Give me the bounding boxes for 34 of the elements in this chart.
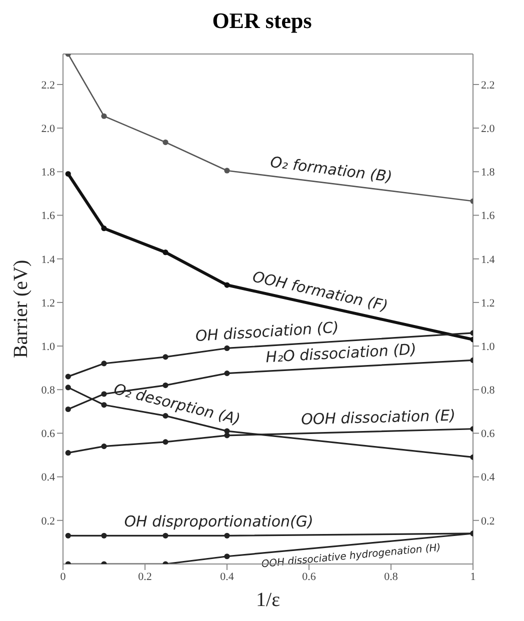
y-tick-label: 0.2 (41, 515, 55, 528)
y2-tick-label: 2.2 (481, 79, 495, 92)
y2-tick-label: 1.2 (481, 297, 495, 310)
series-label: OH disproportionation(G) (124, 512, 314, 531)
y-tick-label: 0.4 (41, 472, 56, 484)
chart-title: OER steps (211, 8, 313, 35)
y-tick-label: 1.6 (41, 210, 56, 222)
y-tick-label: 0.6 (41, 428, 56, 440)
y2-tick-label: 1.8 (481, 166, 496, 179)
y2-tick-label: 0.4 (481, 472, 496, 484)
y-tick-label: 1.8 (41, 166, 56, 179)
y2-tick-label: 0.2 (481, 515, 495, 528)
x-tick-label: 0.4 (220, 570, 234, 583)
x-tick-label: 0.2 (138, 570, 152, 583)
y2-tick-label: 1.4 (481, 254, 496, 266)
x-tick-label: 0.8 (384, 570, 398, 583)
y2-tick-label: 0.6 (481, 428, 496, 440)
y-tick-label: 0.8 (41, 384, 56, 397)
x-tick-label: 1 (470, 570, 476, 583)
y2-tick-label: 1.0 (481, 340, 496, 353)
y-axis-title: Barrier (eV) (10, 260, 32, 358)
y-tick-label: 1.2 (41, 297, 55, 310)
y2-tick-label: 0.8 (481, 384, 496, 397)
x-tick-label: 0.6 (302, 570, 316, 583)
text: O₂ formation (B) (269, 152, 394, 186)
series-label: OOH dissociation (E) (300, 406, 456, 428)
y2-tick-label: 1.6 (481, 210, 496, 222)
y-tick-label: 2.2 (41, 79, 55, 92)
y2-tick-label: 2.0 (481, 123, 496, 136)
y-tick-label: 1.0 (41, 340, 56, 353)
y-tick-label: 2.0 (41, 123, 56, 136)
x-tick-label: 0 (60, 570, 66, 583)
x-axis-title: 1/ε (256, 589, 280, 611)
y-tick-label: 1.4 (41, 254, 56, 266)
